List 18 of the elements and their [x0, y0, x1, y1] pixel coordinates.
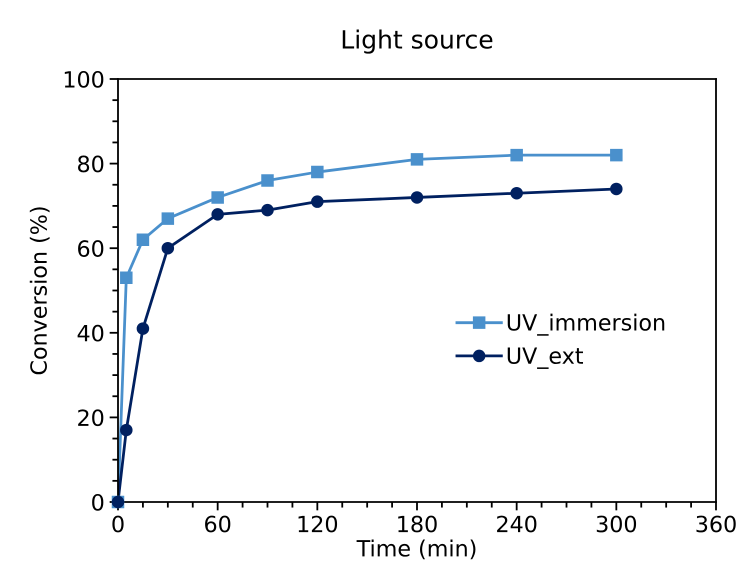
x-tick-label: 240: [497, 516, 536, 532]
x-tick-label: 360: [696, 516, 736, 532]
y-axis-title: Conversion (%): [30, 207, 50, 374]
chart-title: Light source: [342, 29, 492, 54]
x-tick-label: 0: [112, 516, 124, 532]
y-tick-label: 100: [64, 70, 104, 88]
x-tick-label: 60: [205, 516, 230, 532]
x-tick-label: 300: [596, 516, 636, 532]
legend-label: UV_immersion: [508, 314, 664, 336]
legend-label: UV_ext: [508, 348, 584, 369]
y-tick-label: 80: [78, 156, 104, 172]
y-tick-label: 60: [78, 240, 104, 257]
x-tick-label: 180: [398, 516, 437, 532]
y-tick-label: 0: [92, 494, 104, 511]
x-axis-title: Time (min): [356, 539, 476, 560]
x-tick-label: 120: [298, 516, 338, 532]
y-tick-label: 20: [78, 409, 104, 426]
y-tick-label: 40: [78, 324, 104, 342]
